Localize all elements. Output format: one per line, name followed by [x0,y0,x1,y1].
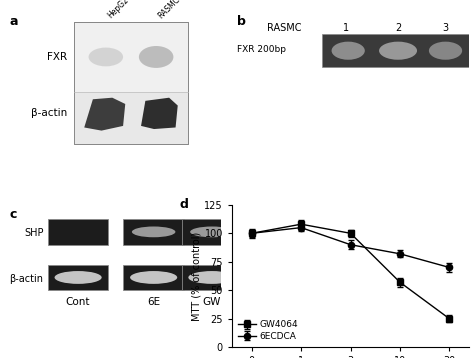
Bar [123,265,184,290]
Text: a: a [9,15,18,28]
Text: HepG2: HepG2 [106,0,130,20]
Text: Cont: Cont [66,297,91,308]
Polygon shape [84,98,125,131]
Ellipse shape [429,42,462,60]
Text: b: b [237,15,246,28]
Text: FXR: FXR [47,52,67,62]
Bar [48,265,109,290]
Text: SHP: SHP [24,228,44,238]
Text: RASMC: RASMC [267,23,302,33]
Bar [123,219,184,245]
Ellipse shape [132,227,175,237]
Y-axis label: MTT (% of control): MTT (% of control) [191,231,201,321]
Bar [182,265,242,290]
Bar [182,219,242,245]
Ellipse shape [332,42,365,60]
Ellipse shape [139,46,173,68]
Bar [322,34,469,67]
Text: d: d [180,198,189,211]
Polygon shape [141,98,178,129]
Ellipse shape [55,271,102,284]
Text: 3: 3 [442,23,448,33]
Text: FXR 200bp: FXR 200bp [237,45,286,54]
Ellipse shape [130,271,177,284]
Text: 1: 1 [343,23,349,33]
Bar [74,22,188,144]
Text: 2: 2 [395,23,401,33]
Text: c: c [9,208,17,221]
Ellipse shape [89,48,123,66]
Ellipse shape [190,227,234,237]
Text: β-actin: β-actin [9,274,44,284]
Bar [74,22,188,144]
Text: β-actin: β-actin [31,108,67,118]
Text: GW: GW [203,297,221,308]
Text: RASMC: RASMC [156,0,182,20]
Bar [48,219,109,245]
Legend: GW4064, 6ECDCA: GW4064, 6ECDCA [237,318,301,343]
Text: 6E: 6E [147,297,160,308]
Ellipse shape [188,271,236,284]
Ellipse shape [379,42,417,60]
Bar [74,92,188,144]
